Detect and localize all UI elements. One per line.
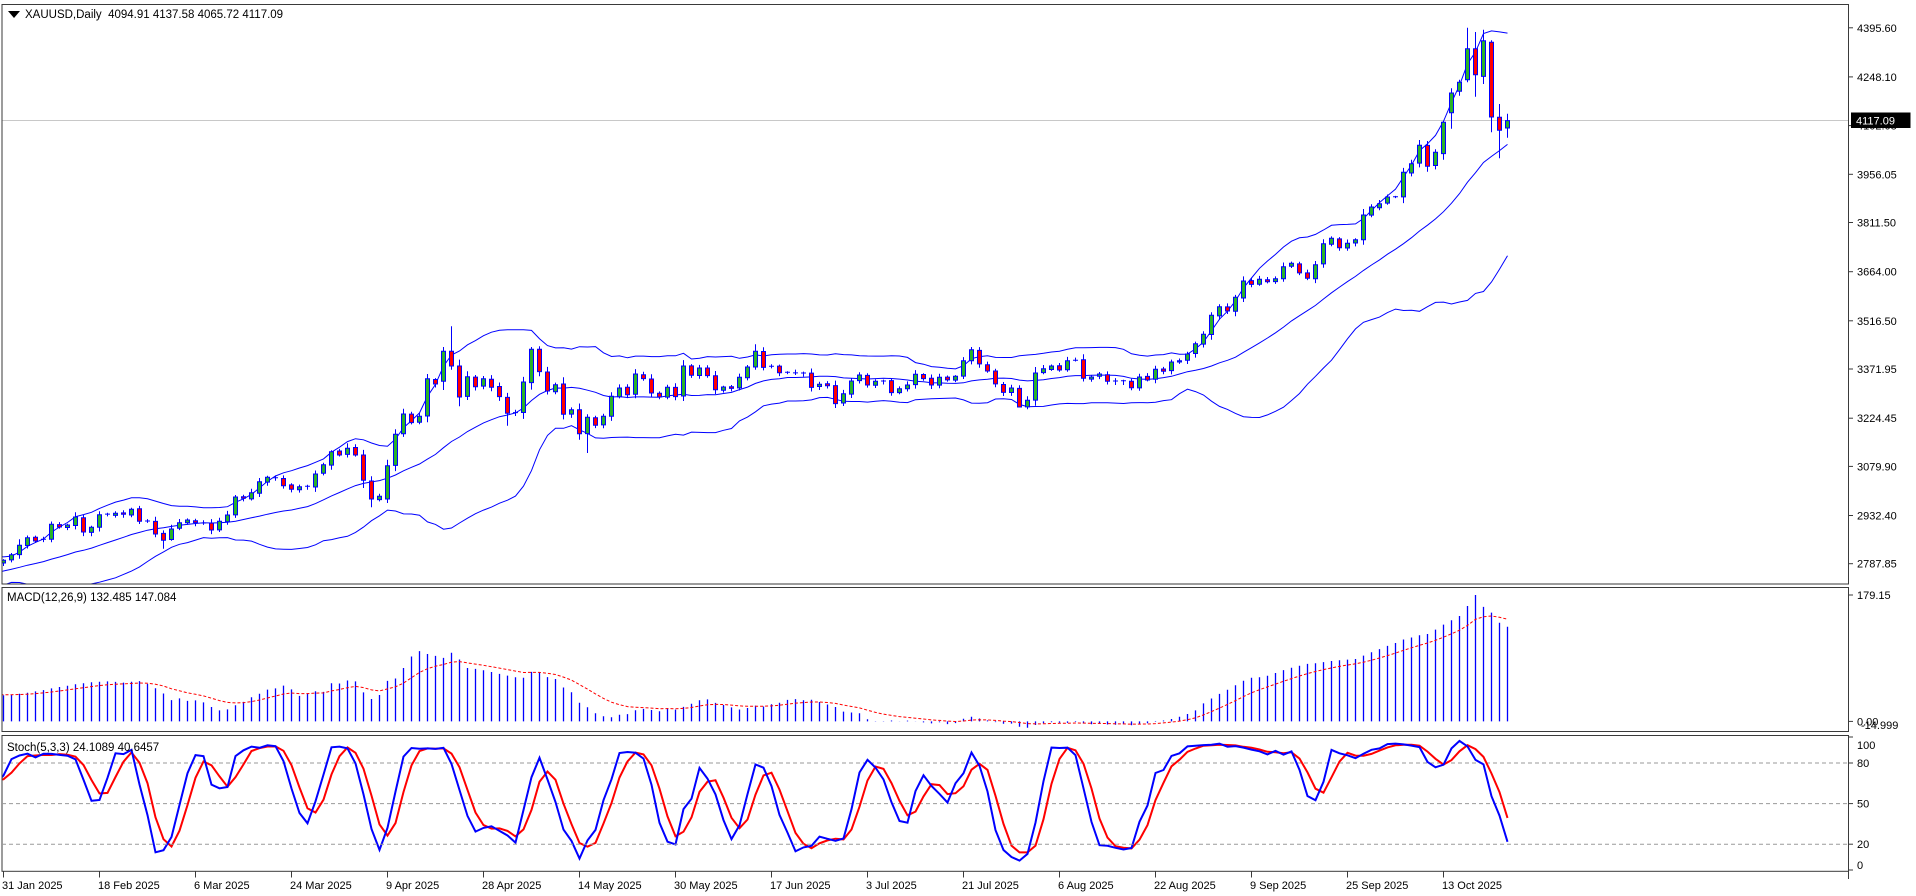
- svg-text:-14.999: -14.999: [1861, 720, 1898, 732]
- svg-text:21 Jul 2025: 21 Jul 2025: [962, 880, 1019, 892]
- svg-text:Stoch(5,3,3) 24.1089 40.6457: Stoch(5,3,3) 24.1089 40.6457: [7, 742, 159, 754]
- svg-text:22 Aug 2025: 22 Aug 2025: [1154, 880, 1216, 892]
- svg-text:3811.50: 3811.50: [1857, 218, 1896, 230]
- svg-text:0.00: 0.00: [1857, 716, 1878, 728]
- svg-text:179.15: 179.15: [1857, 590, 1891, 602]
- svg-text:50: 50: [1857, 799, 1869, 811]
- svg-text:3371.95: 3371.95: [1857, 364, 1897, 376]
- svg-text:3224.45: 3224.45: [1857, 413, 1897, 425]
- svg-text:30 May 2025: 30 May 2025: [674, 880, 738, 892]
- svg-text:13 Oct 2025: 13 Oct 2025: [1442, 880, 1502, 892]
- svg-text:3956.05: 3956.05: [1857, 169, 1897, 181]
- svg-text:0: 0: [1857, 860, 1863, 872]
- svg-text:9 Apr 2025: 9 Apr 2025: [386, 880, 439, 892]
- svg-text:31 Jan 2025: 31 Jan 2025: [2, 880, 63, 892]
- svg-text:2787.85: 2787.85: [1857, 559, 1897, 571]
- svg-text:3 Jul 2025: 3 Jul 2025: [866, 880, 917, 892]
- svg-text:3079.90: 3079.90: [1857, 461, 1897, 473]
- svg-text:28 Apr 2025: 28 Apr 2025: [482, 880, 541, 892]
- svg-text:17 Jun 2025: 17 Jun 2025: [770, 880, 831, 892]
- svg-text:14 May 2025: 14 May 2025: [578, 880, 642, 892]
- svg-text:25 Sep 2025: 25 Sep 2025: [1346, 880, 1408, 892]
- svg-text:20: 20: [1857, 839, 1869, 851]
- svg-text:MACD(12,26,9) 132.485 147.084: MACD(12,26,9) 132.485 147.084: [7, 592, 177, 604]
- svg-text:XAUUSD,Daily 4094.91 4137.58: XAUUSD,Daily 4094.91 4137.58 4065.72 411…: [25, 9, 283, 21]
- svg-text:3664.00: 3664.00: [1857, 267, 1897, 279]
- svg-text:4248.10: 4248.10: [1857, 72, 1897, 84]
- svg-text:6 Mar 2025: 6 Mar 2025: [194, 880, 250, 892]
- svg-text:6 Aug 2025: 6 Aug 2025: [1058, 880, 1114, 892]
- svg-text:3516.50: 3516.50: [1857, 316, 1897, 328]
- svg-text:100: 100: [1857, 740, 1875, 752]
- svg-text:4395.60: 4395.60: [1857, 23, 1897, 35]
- svg-text:4117.09: 4117.09: [1856, 116, 1895, 128]
- svg-text:9 Sep 2025: 9 Sep 2025: [1250, 880, 1306, 892]
- svg-text:80: 80: [1857, 758, 1869, 770]
- svg-text:2932.40: 2932.40: [1857, 511, 1897, 523]
- svg-text:24 Mar 2025: 24 Mar 2025: [290, 880, 352, 892]
- svg-text:18 Feb 2025: 18 Feb 2025: [98, 880, 160, 892]
